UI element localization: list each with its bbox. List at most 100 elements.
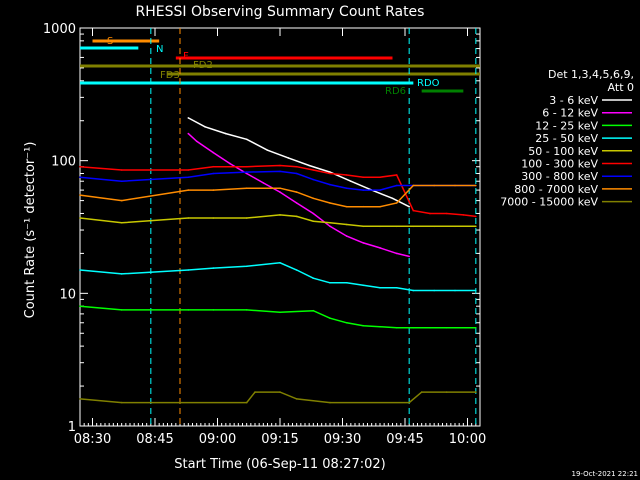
series-point xyxy=(395,287,398,289)
series-point xyxy=(245,401,248,404)
series-point xyxy=(262,182,265,184)
series-point xyxy=(395,327,398,329)
series-point xyxy=(187,117,190,119)
legend-entry-label: 100 - 300 keV xyxy=(521,158,598,171)
series-point xyxy=(379,247,381,249)
series-point xyxy=(279,311,281,314)
series-point xyxy=(329,171,331,173)
series-point xyxy=(345,174,348,176)
series-point xyxy=(79,305,81,308)
series-point xyxy=(312,220,315,222)
series-point xyxy=(312,309,315,312)
y-tick-label: 100 xyxy=(51,155,76,170)
y-axis-label: Count Rate (s⁻¹ detector⁻¹) xyxy=(23,142,38,319)
flag-bar-label: RD6 xyxy=(385,86,406,97)
series-point xyxy=(229,162,231,165)
series-point xyxy=(420,391,423,393)
flag-bars: S N F FD2 FD3 RDO RD6 xyxy=(80,28,480,426)
series-point xyxy=(120,180,123,182)
series-point xyxy=(312,197,315,200)
series-point xyxy=(245,138,248,141)
series-point xyxy=(429,212,431,215)
legend-entry-label: 25 - 50 keV xyxy=(535,132,598,145)
series-point xyxy=(433,225,436,228)
series-point xyxy=(395,174,398,176)
series-point xyxy=(187,169,190,171)
series-point xyxy=(475,215,477,218)
series-point xyxy=(362,225,365,228)
series-point xyxy=(395,184,398,187)
series-point xyxy=(362,205,365,208)
series-point xyxy=(295,215,298,218)
series-point xyxy=(433,289,436,292)
series-point xyxy=(345,187,348,189)
series-point xyxy=(350,180,352,182)
series-point xyxy=(395,252,398,255)
x-tick-label: 08:30 xyxy=(74,432,111,447)
series-point xyxy=(295,202,298,204)
series-point xyxy=(212,309,215,311)
series-lines xyxy=(79,117,477,404)
series-point xyxy=(212,172,215,175)
series-point xyxy=(475,184,477,187)
series-point xyxy=(120,273,123,275)
series-point xyxy=(225,132,227,135)
series-point xyxy=(391,197,394,200)
generated-timestamp: 19-Oct-2021 22:21 xyxy=(572,470,638,478)
series-point xyxy=(445,391,448,393)
x-tick-label: 09:45 xyxy=(386,432,423,447)
series-point xyxy=(120,309,123,311)
series-point xyxy=(454,225,456,228)
x-axis-label: Start Time (06-Sep-11 08:27:02) xyxy=(174,457,385,472)
series-point xyxy=(345,282,348,284)
series-point xyxy=(204,126,206,128)
series-point xyxy=(245,187,248,189)
series-point xyxy=(379,176,381,178)
series-point xyxy=(454,184,456,187)
series-point xyxy=(395,225,398,228)
series-point xyxy=(295,398,298,400)
series-point xyxy=(433,184,436,187)
legend-entry-label: 7000 - 15000 keV xyxy=(500,196,598,209)
flag-bar-label: RDO xyxy=(417,78,440,89)
series-point xyxy=(308,164,311,167)
series-point xyxy=(329,317,331,320)
series-point xyxy=(245,309,248,311)
series-point xyxy=(279,214,281,216)
series-point xyxy=(475,225,477,228)
series-point xyxy=(187,189,190,191)
x-tick-label: 08:45 xyxy=(136,432,173,447)
series-point xyxy=(475,391,477,393)
series-point xyxy=(329,202,331,204)
y-tick-label: 1 xyxy=(68,420,76,435)
series-point xyxy=(412,225,415,228)
series-point xyxy=(212,217,215,219)
series-line xyxy=(187,117,410,208)
series-point xyxy=(379,325,381,328)
series-point xyxy=(408,205,411,208)
legend-entry-label: 12 - 25 keV xyxy=(535,119,598,132)
x-tick-label: 09:30 xyxy=(324,432,361,447)
series-point xyxy=(245,217,248,219)
series-point xyxy=(79,165,81,168)
series-point xyxy=(79,194,81,196)
x-tick-label: 10:00 xyxy=(449,432,486,447)
series-point xyxy=(412,327,415,329)
series-point xyxy=(279,170,281,173)
series-point xyxy=(345,205,348,208)
series-point xyxy=(266,149,269,151)
series-point xyxy=(245,171,248,173)
series-line xyxy=(79,305,476,329)
x-tick-label: 09:00 xyxy=(199,432,236,447)
series-point xyxy=(312,277,315,280)
series-point xyxy=(79,176,81,178)
series-point xyxy=(120,401,123,404)
series-point xyxy=(408,255,411,258)
series-point xyxy=(79,269,81,271)
series-point xyxy=(412,289,415,292)
series-point xyxy=(295,165,298,168)
series-point xyxy=(79,398,81,400)
series-point xyxy=(187,176,190,178)
series-point xyxy=(245,172,248,175)
